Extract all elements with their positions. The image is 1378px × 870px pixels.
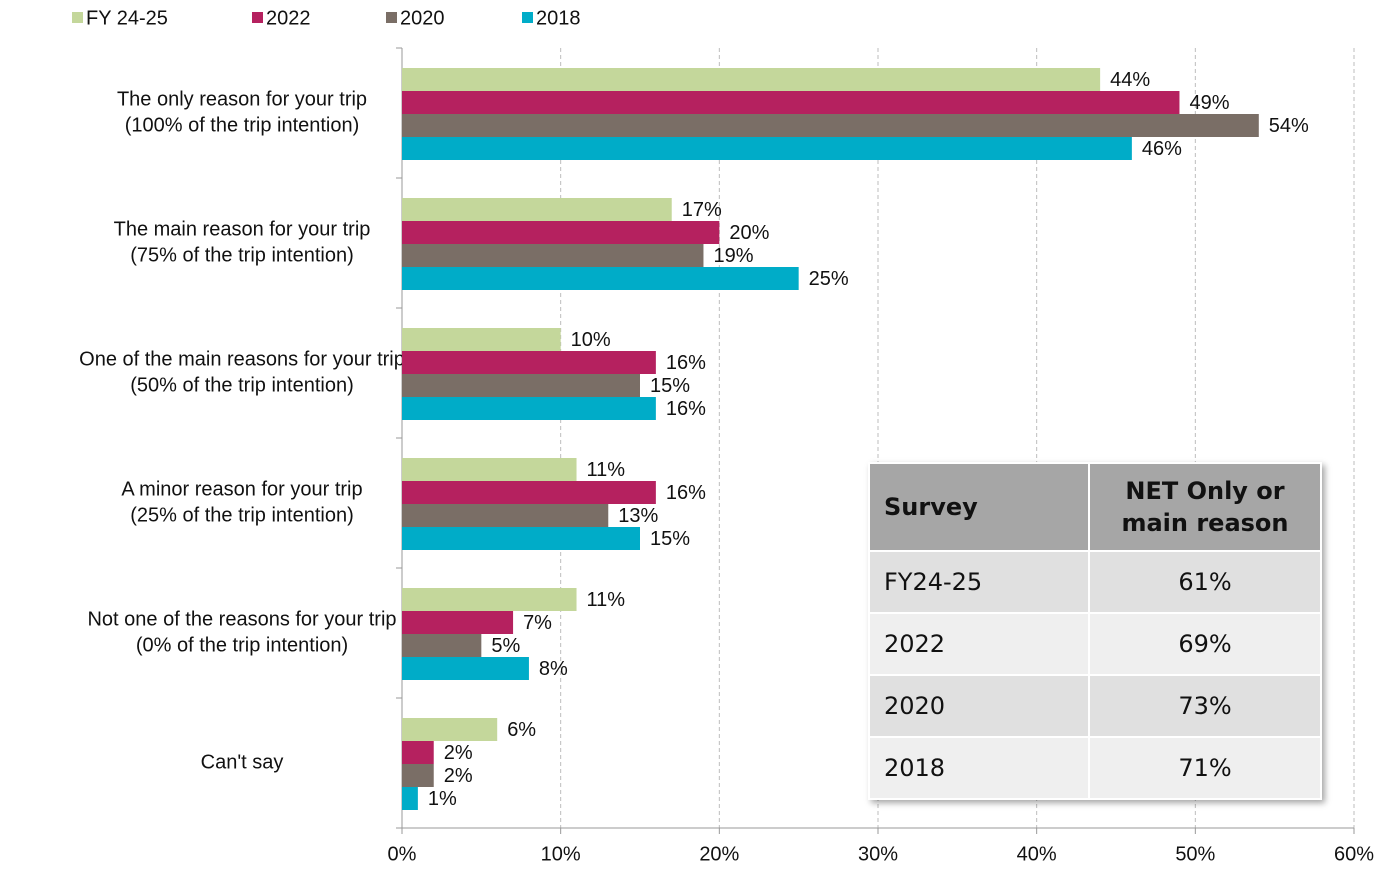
legend-label: FY 24-25 — [86, 7, 168, 29]
x-tick-label: 50% — [1175, 843, 1215, 865]
header-cell: NET Only or main reason — [1088, 462, 1322, 552]
value-label: 6% — [507, 719, 536, 741]
table-cell: 2018 — [868, 736, 1090, 800]
bar — [402, 504, 609, 527]
legend-swatch — [522, 12, 533, 23]
bar — [402, 741, 434, 764]
value-label: 49% — [1189, 92, 1229, 114]
table-row: FY24-25 61% — [868, 550, 1322, 614]
bar — [402, 718, 498, 741]
value-label: 13% — [618, 505, 658, 527]
bar — [402, 764, 434, 787]
table-cell: 69% — [1088, 612, 1322, 676]
table-header: Survey NET Only or main reason — [868, 462, 1322, 552]
legend-swatch — [252, 12, 263, 23]
category-label: (0% of the trip intention) — [136, 634, 348, 656]
legend-label: 2022 — [266, 7, 311, 29]
x-tick-label: 10% — [541, 843, 581, 865]
bar — [402, 458, 577, 481]
bar — [402, 657, 529, 680]
category-label: One of the main reasons for your trip — [79, 348, 405, 370]
table-row: 2022 69% — [868, 612, 1322, 676]
value-label: 5% — [491, 635, 520, 657]
value-label: 16% — [666, 352, 706, 374]
category-label: Not one of the reasons for your trip — [87, 608, 396, 630]
table-row: 2018 71% — [868, 736, 1322, 800]
bar — [402, 137, 1132, 160]
bar — [402, 634, 482, 657]
table-cell: 73% — [1088, 674, 1322, 738]
category-label: (100% of the trip intention) — [125, 114, 360, 136]
category-label: The main reason for your trip — [114, 218, 371, 240]
value-label: 2% — [444, 742, 473, 764]
category-label: A minor reason for your trip — [121, 478, 362, 500]
table-cell: 2020 — [868, 674, 1090, 738]
bar — [402, 221, 720, 244]
value-label: 54% — [1269, 115, 1309, 137]
value-label: 46% — [1142, 138, 1182, 160]
category-label: (50% of the trip intention) — [130, 374, 353, 396]
bar — [402, 198, 672, 221]
value-label: 11% — [587, 589, 626, 611]
value-label: 15% — [650, 528, 690, 550]
value-label: 7% — [523, 612, 552, 634]
bar — [402, 611, 514, 634]
bar — [402, 68, 1101, 91]
bar — [402, 787, 418, 810]
bar — [402, 244, 704, 267]
value-label: 25% — [809, 268, 849, 290]
category-label: (75% of the trip intention) — [130, 244, 353, 266]
x-tick-label: 60% — [1334, 843, 1374, 865]
value-label: 16% — [666, 398, 706, 420]
bar — [402, 374, 640, 397]
category-label: (25% of the trip intention) — [130, 504, 353, 526]
value-label: 17% — [682, 199, 722, 221]
value-label: 10% — [571, 329, 611, 351]
category-label: Can't say — [201, 751, 284, 773]
x-tick-label: 0% — [388, 843, 417, 865]
table-row: 2020 73% — [868, 674, 1322, 738]
value-label: 44% — [1110, 69, 1150, 91]
legend-swatch — [386, 12, 397, 23]
legend-swatch — [72, 12, 83, 23]
value-label: 15% — [650, 375, 690, 397]
bar — [402, 481, 656, 504]
legend-label: 2018 — [536, 7, 581, 29]
bar — [402, 351, 656, 374]
table-cell: 71% — [1088, 736, 1322, 800]
bar — [402, 397, 656, 420]
value-label: 20% — [729, 222, 769, 244]
x-tick-label: 30% — [858, 843, 898, 865]
table-cell: FY24-25 — [868, 550, 1090, 614]
value-label: 2% — [444, 765, 473, 787]
bar — [402, 114, 1259, 137]
bar — [402, 328, 561, 351]
header-cell: Survey — [868, 462, 1090, 552]
table-cell: 61% — [1088, 550, 1322, 614]
value-label: 11% — [587, 459, 626, 481]
value-label: 1% — [428, 788, 457, 810]
bar — [402, 91, 1180, 114]
bar — [402, 267, 799, 290]
category-label: The only reason for your trip — [117, 88, 367, 110]
legend-label: 2020 — [400, 7, 445, 29]
table-cell: 2022 — [868, 612, 1090, 676]
value-label: 19% — [713, 245, 753, 267]
value-label: 8% — [539, 658, 568, 680]
x-tick-label: 20% — [699, 843, 739, 865]
bar — [402, 588, 577, 611]
value-label: 16% — [666, 482, 706, 504]
x-tick-label: 40% — [1017, 843, 1057, 865]
summary-table: Survey NET Only or main reason FY24-25 61%… — [868, 462, 1322, 800]
bar — [402, 527, 640, 550]
